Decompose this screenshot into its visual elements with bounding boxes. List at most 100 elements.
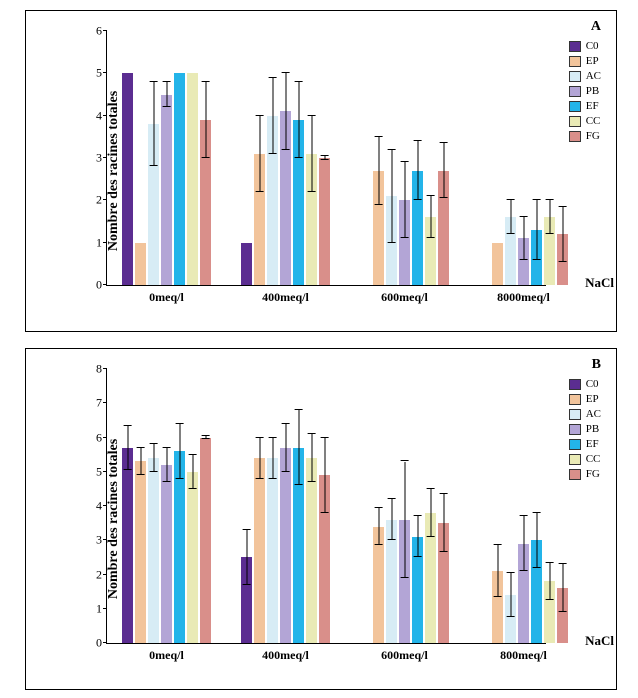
error-cap <box>439 493 448 494</box>
error-cap <box>519 259 528 260</box>
group-label: 400meq/l <box>262 290 309 305</box>
error-bar <box>298 410 299 485</box>
legend-swatch <box>569 409 581 420</box>
y-tick-label: 2 <box>77 193 102 208</box>
error-cap <box>506 572 515 573</box>
error-cap <box>506 233 515 234</box>
error-cap <box>532 512 541 513</box>
error-cap <box>123 469 132 470</box>
error-cap <box>307 191 316 192</box>
y-tick-mark <box>103 608 107 609</box>
error-cap <box>439 197 448 198</box>
error-bar <box>378 508 379 546</box>
bar-ep <box>492 243 503 285</box>
y-tick-mark <box>103 284 107 285</box>
error-cap <box>532 567 541 568</box>
bar-cc <box>306 458 317 643</box>
y-tick-label: 3 <box>77 151 102 166</box>
error-cap <box>242 529 251 530</box>
error-cap <box>255 478 264 479</box>
legend-item-c0: C0 <box>569 39 601 53</box>
error-cap <box>374 544 383 545</box>
error-cap <box>558 611 567 612</box>
error-cap <box>162 81 171 82</box>
error-cap <box>519 216 528 217</box>
error-cap <box>255 437 264 438</box>
legend-label: AC <box>586 407 601 421</box>
error-cap <box>123 425 132 426</box>
error-cap <box>149 165 158 166</box>
error-cap <box>426 195 435 196</box>
error-bar <box>259 116 260 192</box>
legend-label: AC <box>586 69 601 83</box>
legend-swatch <box>569 41 581 52</box>
group-label: 800meq/l <box>500 648 547 663</box>
y-tick-label: 5 <box>77 464 102 479</box>
error-bar <box>562 564 563 612</box>
legend-label: EF <box>586 99 599 113</box>
bar-ep <box>135 461 146 643</box>
error-cap <box>400 161 409 162</box>
y-tick-label: 5 <box>77 66 102 81</box>
error-cap <box>162 447 171 448</box>
error-bar <box>140 448 141 475</box>
error-bar <box>430 489 431 537</box>
error-bar <box>523 516 524 571</box>
y-tick-label: 3 <box>77 533 102 548</box>
error-cap <box>439 142 448 143</box>
legend-swatch <box>569 116 581 127</box>
y-tick-label: 4 <box>77 499 102 514</box>
error-cap <box>400 577 409 578</box>
group-label: 600meq/l <box>381 648 428 663</box>
error-bar <box>417 516 418 557</box>
error-cap <box>320 437 329 438</box>
error-bar <box>523 217 524 259</box>
error-cap <box>558 563 567 564</box>
legend-item-ep: EP <box>569 392 601 406</box>
group-label: 600meq/l <box>381 290 428 305</box>
error-cap <box>255 115 264 116</box>
legend-item-fg: FG <box>569 129 601 143</box>
error-bar <box>246 530 247 585</box>
legend-swatch <box>569 101 581 112</box>
error-cap <box>320 159 329 160</box>
error-cap <box>545 562 554 563</box>
y-tick-mark <box>103 402 107 403</box>
error-cap <box>545 233 554 234</box>
error-cap <box>545 599 554 600</box>
legend-label: CC <box>586 452 601 466</box>
error-bar <box>192 455 193 489</box>
error-cap <box>387 539 396 540</box>
legend-label: FG <box>586 467 600 481</box>
legend-item-pb: PB <box>569 422 601 436</box>
error-cap <box>136 447 145 448</box>
error-bar <box>311 434 312 482</box>
legend-item-ac: AC <box>569 407 601 421</box>
error-cap <box>320 512 329 513</box>
bar-pb <box>280 448 291 643</box>
legend-item-pb: PB <box>569 84 601 98</box>
bar-c0 <box>122 73 133 285</box>
legend-swatch <box>569 56 581 67</box>
error-cap <box>426 237 435 238</box>
plot-area-a: 01234560meq/l400meq/l600meq/l8000meq/l <box>106 31 546 286</box>
y-tick-label: 1 <box>77 601 102 616</box>
error-cap <box>413 515 422 516</box>
bar-c0 <box>241 243 252 285</box>
group-label: 8000meq/l <box>497 290 550 305</box>
y-tick-label: 1 <box>77 235 102 250</box>
error-bar <box>272 438 273 479</box>
error-bar <box>391 150 392 243</box>
bar-ac <box>148 458 159 643</box>
error-cap <box>201 435 210 436</box>
y-tick-mark <box>103 368 107 369</box>
error-cap <box>268 153 277 154</box>
y-tick-mark <box>103 642 107 643</box>
error-cap <box>413 556 422 557</box>
error-bar <box>378 137 379 205</box>
plot-area-b: 0123456780meq/l400meq/l600meq/l800meq/l <box>106 369 546 644</box>
error-cap <box>162 481 171 482</box>
error-bar <box>153 444 154 471</box>
legend-swatch <box>569 454 581 465</box>
y-tick-mark <box>103 157 107 158</box>
